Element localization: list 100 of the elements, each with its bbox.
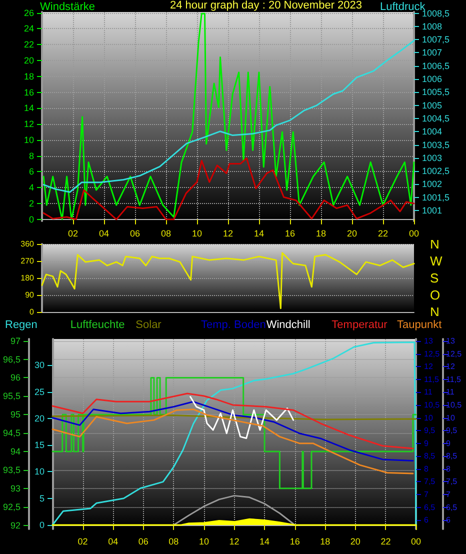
text: O	[430, 288, 440, 302]
y2-tick-label: 1005	[422, 100, 442, 110]
y-tick-label: 96	[10, 372, 21, 383]
y-tick-label: 95	[10, 410, 21, 420]
x-tick-label: 14	[260, 536, 270, 546]
text: 7,5	[446, 477, 458, 486]
text: 10,5	[446, 400, 462, 410]
y-tick-label: 92,5	[2, 502, 21, 512]
x-tick-label: 08	[168, 536, 179, 546]
x-tick-label: 22	[380, 536, 391, 546]
y2-tick-label: 6,5	[424, 502, 436, 512]
y2-tick-label: 1003,5	[422, 140, 450, 150]
line-series	[52, 400, 414, 462]
y2-tick-label: 1006	[422, 74, 442, 84]
y2-tick-label: 9,5	[424, 426, 436, 436]
line-series	[41, 252, 415, 310]
y-tick-label: 24	[24, 24, 34, 34]
text: 6,5	[446, 502, 458, 512]
line-series	[190, 396, 294, 439]
y3-tick-label: 5	[40, 493, 45, 504]
x-tick-label: 04	[108, 536, 118, 546]
y-tick-label: 14	[24, 103, 34, 114]
y2-tick-label: 7,5	[424, 477, 436, 486]
y2-tick-label: 1004,5	[422, 113, 450, 124]
text: Solar	[136, 319, 162, 331]
x-tick-label: 20	[350, 536, 360, 546]
y-tick-label: 22	[24, 40, 34, 50]
y-tick-label: 93	[10, 483, 21, 494]
y-tick-label: 12	[24, 119, 34, 130]
y-tick-label: 95,5	[2, 391, 21, 402]
y-tick-label: 10	[24, 134, 34, 145]
x-tick-label: 14	[254, 228, 264, 238]
text: Luftfeuchte	[70, 319, 125, 331]
x-tick-label: 16	[284, 228, 296, 238]
x-tick-label: 08	[160, 228, 172, 238]
y2-tick-label: 12	[424, 362, 434, 372]
y3-tick-label: 0	[40, 520, 45, 530]
y2-tick-label: 9	[424, 438, 429, 448]
x-tick-label: 18	[320, 536, 330, 546]
x-tick-label: 00	[410, 536, 422, 546]
y-tick-label: 0	[30, 308, 35, 316]
x-tick-label: 22	[378, 228, 388, 238]
y-tick-label: 4	[28, 182, 34, 193]
y2-tick-label: 10	[424, 413, 434, 422]
y2-tick-label: 1002	[422, 179, 442, 190]
x-tick-label: 10	[198, 536, 209, 546]
text: Windchill	[266, 319, 310, 331]
y-tick-label: 94,5	[2, 428, 21, 438]
x-tick-label: 04	[98, 228, 110, 238]
y2-tick-label: 1008,5	[422, 8, 450, 18]
x-tick-label: 12	[222, 228, 234, 238]
x-tick-label: 16	[290, 536, 300, 546]
y2-tick-label: 1002,5	[422, 166, 450, 176]
text: 8,5	[446, 452, 458, 461]
y3-tick-label: 30	[34, 360, 45, 370]
y2-tick-label: 1007	[422, 48, 442, 58]
text: 7	[446, 490, 451, 499]
x-tick-label: 10	[192, 228, 202, 238]
y-tick-label: 96,5	[2, 354, 21, 364]
y2-tick-label: 1007,5	[422, 34, 450, 45]
y3-tick-label: 15	[34, 440, 45, 450]
y-tick-label: 0	[28, 214, 34, 224]
x-tick-label: 06	[138, 536, 148, 546]
chart-title: 24 hour graph day : 20 November 2023	[170, 0, 362, 12]
text: Temperatur	[332, 319, 388, 331]
y2-tick-label: 10,5	[424, 400, 440, 410]
text: 12	[446, 362, 456, 372]
y2-tick-label: 1005,5	[422, 87, 450, 98]
y2-tick-label: 11,5	[424, 374, 440, 384]
text: 10	[446, 413, 456, 422]
y-tick-label: 2	[28, 198, 34, 209]
y2-tick-label: 1008	[422, 21, 442, 32]
line-series	[42, 157, 415, 220]
y2-tick-label: 12,5	[424, 349, 440, 358]
x-tick-label: 02	[78, 536, 88, 546]
text: W	[430, 254, 443, 268]
y-tick-label: 97	[10, 336, 21, 346]
text: 13	[446, 336, 456, 346]
text: Windstärke	[40, 1, 96, 13]
text: 11,5	[446, 374, 462, 384]
y-tick-label: 270	[20, 256, 35, 266]
line-series	[52, 408, 414, 474]
y2-tick-label: 11	[424, 388, 433, 397]
y2-tick-label: 7	[424, 490, 429, 499]
y-tick-label: 26	[24, 8, 34, 18]
y-tick-label: 360	[20, 240, 35, 248]
x-tick-label: 20	[346, 228, 358, 238]
y2-tick-label: 1004	[422, 126, 442, 137]
y-tick-label: 93,5	[2, 464, 21, 475]
y-tick-label: 18	[24, 71, 34, 82]
y-tick-label: 6	[28, 166, 34, 177]
text: S	[430, 270, 439, 286]
x-tick-label: 12	[229, 536, 240, 546]
text: Regen	[5, 319, 38, 331]
line-series	[52, 392, 414, 450]
y2-tick-label: 1001,5	[422, 192, 450, 202]
y-tick-label: 20	[24, 55, 34, 66]
y2-tick-label: 1001	[422, 205, 442, 216]
y-tick-label: 90	[25, 290, 35, 300]
y2-tick-label: 1006,5	[422, 60, 450, 71]
